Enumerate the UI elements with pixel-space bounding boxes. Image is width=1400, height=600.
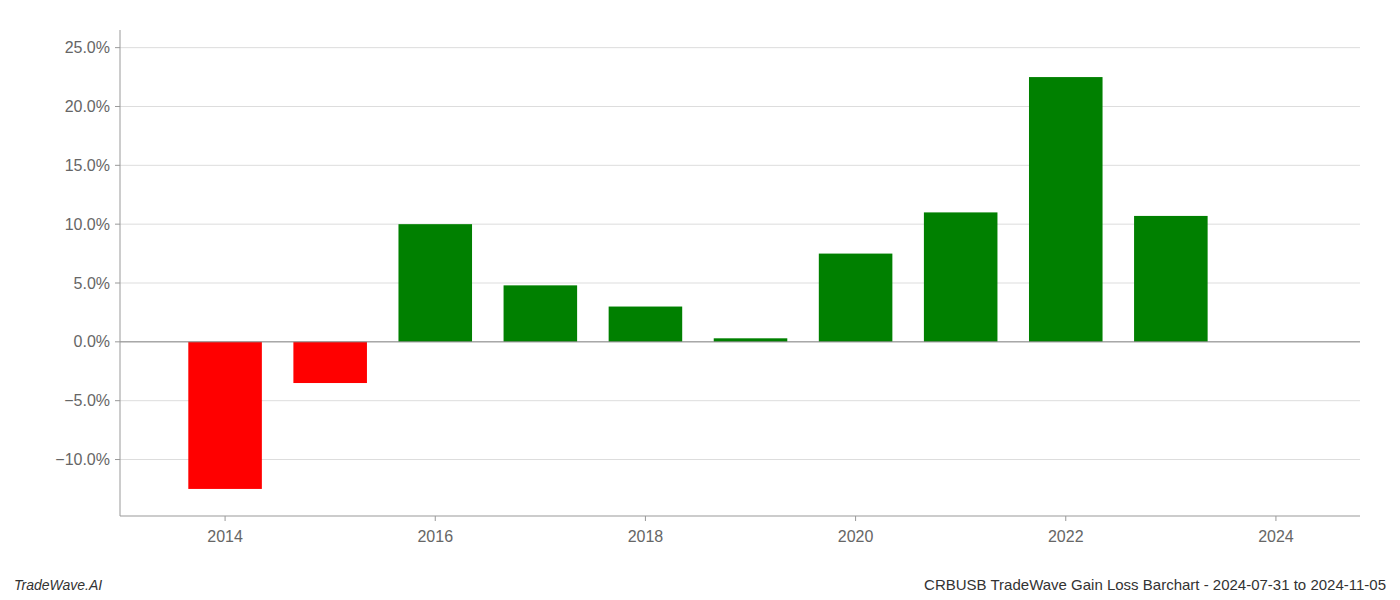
chart: −10.0% −5.0% 0.0% 5.0% 10.0% 15.0% 20.0% 25.0% 2… (0, 0, 1400, 600)
bar (609, 307, 683, 342)
chart-container: −10.0% −5.0% 0.0% 5.0% 10.0% 15.0% 20.0% 25.0% 2… (0, 0, 1400, 600)
grid-line (120, 400, 1360, 401)
x-tick-label: 2016 (417, 528, 453, 545)
footer: TradeWave.AI (14, 577, 102, 593)
y-tick-label: 25.0% (65, 39, 110, 56)
y-tick (115, 106, 120, 107)
x-tick-label: 2024 (1258, 528, 1294, 545)
bar (188, 342, 262, 489)
y-tick (115, 283, 120, 284)
title: CRBUSB TradeWave Gain Loss Barchart - 20… (924, 576, 1386, 593)
x-tick-label: 2022 (1048, 528, 1084, 545)
y-tick (115, 47, 120, 48)
grid-line (120, 106, 1360, 107)
grid-line (120, 47, 1360, 48)
y-tick (115, 400, 120, 401)
y-tick (115, 165, 120, 166)
y-tick (115, 341, 120, 342)
bar (924, 212, 998, 341)
grid-line (120, 341, 1360, 342)
zero-line (120, 341, 1360, 342)
x-axis-line (120, 516, 1360, 517)
axes: −10.0% −5.0% 0.0% 5.0% 10.0% 15.0% 20.0% 25.0% 2… (55, 39, 1294, 545)
bar (714, 338, 788, 342)
y-axis-line (120, 30, 121, 516)
bar (1134, 216, 1208, 342)
y-tick-label: −10.0% (55, 451, 110, 468)
grid-line (120, 165, 1360, 166)
bar (1029, 77, 1103, 342)
x-tick-label: 2014 (207, 528, 243, 545)
bar (398, 224, 472, 342)
y-tick-label: 5.0% (74, 275, 110, 292)
x-tick-label: 2020 (838, 528, 874, 545)
x-tick-label: 2018 (628, 528, 664, 545)
x-tick (1275, 516, 1276, 521)
x-tick (645, 516, 646, 521)
y-tick (115, 224, 120, 225)
y-tick (115, 459, 120, 460)
grid-line (120, 459, 1360, 460)
y-tick-label: 0.0% (74, 333, 110, 350)
bars (188, 77, 1207, 489)
bar (504, 285, 578, 341)
bar (293, 342, 367, 383)
y-tick-label: 15.0% (65, 157, 110, 174)
x-tick (855, 516, 856, 521)
grid (120, 48, 1360, 460)
bar (819, 254, 893, 342)
x-tick (435, 516, 436, 521)
y-tick-label: −5.0% (64, 392, 110, 409)
y-tick-label: 20.0% (65, 98, 110, 115)
x-tick (225, 516, 226, 521)
y-tick-label: 10.0% (65, 216, 110, 233)
x-tick (1065, 516, 1066, 521)
